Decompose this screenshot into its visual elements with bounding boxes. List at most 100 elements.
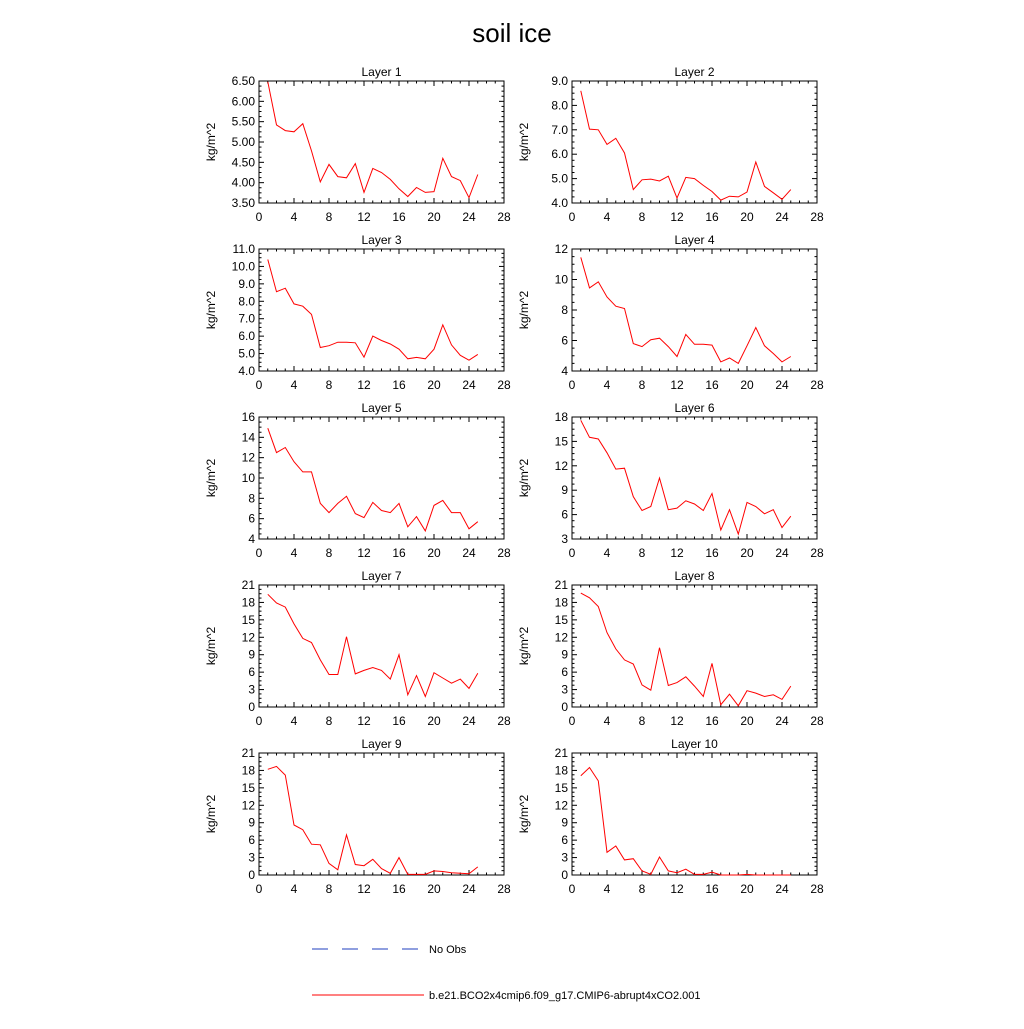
x-tick-label: 28	[497, 378, 511, 392]
chart-panel: Layer 10 0 4 8 12 16 20 24 28 0 3 6 9 12 15 18 21 kg/m^2	[517, 737, 824, 896]
y-tick-label: 10.0	[232, 259, 256, 273]
x-tick-label: 24	[775, 714, 789, 728]
series-line	[267, 428, 479, 533]
x-tick-label: 0	[256, 210, 263, 224]
y-tick-label: 12	[242, 798, 256, 812]
y-tick-label: 6	[248, 833, 255, 847]
y-tick-label: 10	[242, 471, 256, 485]
x-tick-label: 20	[427, 546, 441, 560]
x-tick-label: 24	[462, 210, 476, 224]
y-tick-label: 14	[242, 430, 256, 444]
y-tick-label: 11.0	[233, 242, 256, 256]
y-tick-label: 8	[561, 303, 568, 317]
y-axis-label: kg/m^2	[517, 123, 531, 162]
x-tick-label: 4	[291, 210, 298, 224]
x-tick-label: 4	[291, 546, 298, 560]
x-tick-label: 12	[357, 714, 371, 728]
series-line	[580, 257, 792, 365]
x-tick-label: 4	[291, 714, 298, 728]
y-axis-label: kg/m^2	[517, 459, 531, 498]
plot-frame	[571, 248, 818, 372]
y-tick-label: 7.0	[551, 123, 568, 137]
plot-frame	[258, 248, 505, 372]
x-tick-label: 12	[670, 882, 684, 896]
y-axis-label: kg/m^2	[204, 459, 218, 498]
y-axis-label: kg/m^2	[204, 627, 218, 666]
x-tick-label: 16	[705, 546, 719, 560]
x-tick-label: 28	[810, 714, 824, 728]
y-tick-label: 6.50	[232, 74, 256, 88]
y-tick-label: 3	[561, 532, 568, 546]
series-line	[267, 81, 479, 199]
x-tick-label: 8	[326, 714, 333, 728]
panel-title: Layer 7	[361, 569, 401, 583]
x-tick-label: 20	[740, 210, 754, 224]
y-tick-label: 0	[248, 700, 255, 714]
x-tick-label: 20	[740, 714, 754, 728]
x-tick-label: 16	[705, 714, 719, 728]
y-tick-label: 18	[555, 595, 569, 609]
panel-title: Layer 9	[361, 737, 401, 751]
x-tick-label: 28	[497, 546, 511, 560]
x-tick-label: 8	[639, 210, 646, 224]
x-tick-label: 8	[326, 882, 333, 896]
y-tick-label: 3	[561, 851, 568, 865]
y-tick-label: 5.0	[238, 347, 255, 361]
y-axis-label: kg/m^2	[204, 795, 218, 834]
y-tick-label: 12	[555, 459, 569, 473]
x-tick-label: 20	[740, 378, 754, 392]
x-tick-label: 0	[569, 546, 576, 560]
y-tick-label: 15	[555, 781, 569, 795]
y-tick-label: 18	[555, 763, 569, 777]
x-tick-label: 24	[775, 210, 789, 224]
y-tick-label: 4	[561, 364, 568, 378]
y-tick-label: 5.0	[551, 172, 568, 186]
x-tick-label: 4	[604, 546, 611, 560]
x-tick-label: 12	[670, 210, 684, 224]
x-tick-label: 8	[326, 378, 333, 392]
y-tick-label: 4	[248, 532, 255, 546]
chart-panel: Layer 7 0 4 8 12 16 20 24 28 0 3 6 9 12 15 18 21 kg/m^2	[204, 569, 511, 728]
y-tick-label: 15	[555, 434, 569, 448]
y-axis-label: kg/m^2	[517, 627, 531, 666]
y-tick-label: 15	[242, 613, 256, 627]
panel-title: Layer 2	[674, 65, 714, 79]
y-tick-label: 9	[248, 648, 255, 662]
y-tick-label: 10	[555, 273, 569, 287]
y-tick-label: 0	[561, 868, 568, 882]
y-tick-label: 18	[242, 595, 256, 609]
x-tick-label: 28	[810, 210, 824, 224]
x-tick-label: 20	[427, 378, 441, 392]
y-tick-label: 6	[561, 665, 568, 679]
y-tick-label: 12	[555, 630, 569, 644]
x-tick-label: 16	[705, 882, 719, 896]
y-tick-label: 3	[248, 683, 255, 697]
y-tick-label: 8	[248, 491, 255, 505]
y-tick-label: 6	[561, 508, 568, 522]
x-tick-label: 16	[392, 210, 406, 224]
x-tick-label: 0	[569, 714, 576, 728]
x-tick-label: 4	[604, 882, 611, 896]
panel-title: Layer 10	[671, 737, 718, 751]
x-tick-label: 0	[256, 378, 263, 392]
panel-title: Layer 3	[361, 233, 401, 247]
x-tick-label: 12	[670, 546, 684, 560]
series-line	[267, 765, 479, 875]
y-tick-label: 3	[248, 851, 255, 865]
y-tick-label: 5.50	[232, 115, 256, 129]
y-tick-label: 7.0	[238, 312, 255, 326]
plot-frame	[571, 584, 818, 708]
chart-panel: Layer 2 0 4 8 12 16 20 24 28 4.0 5.0 6.0 7.0 8.0 9.0 kg…	[517, 65, 824, 224]
plot-frame	[258, 416, 505, 540]
panels-group: Layer 10 4 8 12 16 20 24 283.504.004.505.005.50…	[204, 65, 824, 896]
plot-frame	[258, 752, 505, 876]
y-tick-label: 12	[555, 798, 569, 812]
y-tick-label: 18	[555, 410, 569, 424]
x-tick-label: 28	[497, 714, 511, 728]
chart-panel: Layer 9 0 4 8 12 16 20 24 28 0 3 6 9 12 15 18 21 kg/m^2	[204, 737, 511, 896]
y-tick-label: 6	[561, 334, 568, 348]
panel-title: Layer 6	[674, 401, 714, 415]
legend-model-label: b.e21.BCO2x4cmip6.f09_g17.CMIP6-abrupt4x…	[429, 990, 701, 1002]
